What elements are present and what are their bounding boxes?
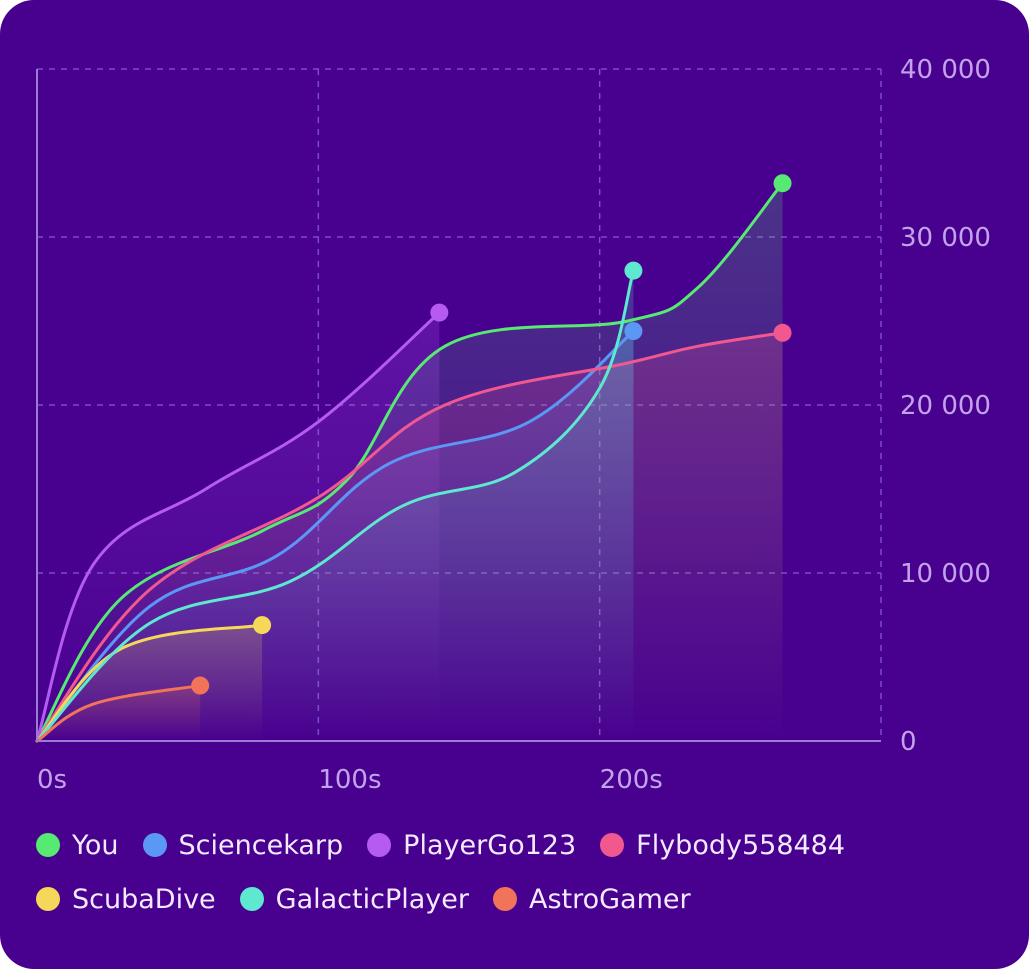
end-point-galacticplayer — [624, 261, 643, 280]
line-flybody558484 — [35, 331, 785, 743]
legend-item-sciencekarp: Sciencekarp — [142, 829, 344, 861]
end-point-playergo123 — [430, 303, 449, 322]
legend-dot-icon — [36, 887, 60, 911]
line-playergo123 — [35, 311, 441, 743]
y-tick-label: 0 — [900, 727, 917, 757]
end-point-sciencekarp — [624, 322, 643, 341]
line-sciencekarp — [35, 329, 635, 743]
legend-label: Sciencekarp — [178, 829, 344, 861]
area-galacticplayer — [37, 270, 634, 741]
series-lines — [35, 181, 785, 743]
tick-labels: 0 10 000 20 000 30 000 40 000 0s 100s 200s — [37, 55, 991, 795]
legend-dot-icon — [239, 887, 264, 911]
y-tick-label: 10 000 — [900, 559, 991, 589]
legend-label: ScubaDive — [72, 883, 216, 915]
legend-item-galacticplayer: GalacticPlayer — [239, 883, 469, 915]
legend-dot-icon — [36, 833, 60, 857]
end-point-astrogamer — [191, 676, 210, 695]
y-tick-label: 40 000 — [900, 55, 991, 85]
x-tick-label: 0s — [37, 765, 67, 795]
line-scubadive — [35, 623, 264, 743]
legend-label: You — [72, 829, 119, 861]
line-galacticplayer — [35, 269, 635, 743]
area-astrogamer — [37, 685, 201, 741]
area-fills — [37, 183, 783, 742]
y-tick-label: 20 000 — [900, 391, 991, 421]
legend-item-flybody558484: Flybody558484 — [600, 830, 845, 861]
legend-item-astrogamer: AstroGamer — [492, 883, 691, 915]
legend-row: You Sciencekarp PlayerGo123 Flybody558484 — [36, 822, 996, 868]
legend-label: AstroGamer — [528, 883, 691, 915]
end-point-you — [773, 174, 792, 193]
x-tick-label: 100s — [318, 765, 381, 795]
legend-label: GalacticPlayer — [275, 883, 469, 915]
legend-dot-icon — [367, 833, 392, 857]
y-tick-label: 30 000 — [900, 223, 991, 253]
series-end-points — [191, 174, 792, 695]
legend-dot-icon — [600, 833, 625, 857]
legend-item-scubadive: ScubaDive — [36, 884, 216, 915]
legend-label: Flybody558484 — [636, 829, 846, 861]
line-you — [35, 181, 785, 743]
legend-item-you: You — [36, 830, 119, 861]
legend-dot-icon — [492, 887, 517, 911]
end-point-flybody558484 — [773, 323, 792, 342]
end-point-scubadive — [253, 616, 272, 635]
x-tick-label: 200s — [600, 765, 663, 795]
legend-item-playergo123: PlayerGo123 — [367, 830, 576, 861]
legend-label: PlayerGo123 — [403, 829, 577, 861]
axes — [36, 69, 881, 742]
line-astrogamer — [35, 684, 202, 743]
chart-legend: You Sciencekarp PlayerGo123 Flybody558484 S… — [36, 822, 996, 930]
legend-row: ScubaDive GalacticPlayer AstroGamer — [36, 876, 996, 922]
legend-dot-icon — [142, 833, 167, 857]
